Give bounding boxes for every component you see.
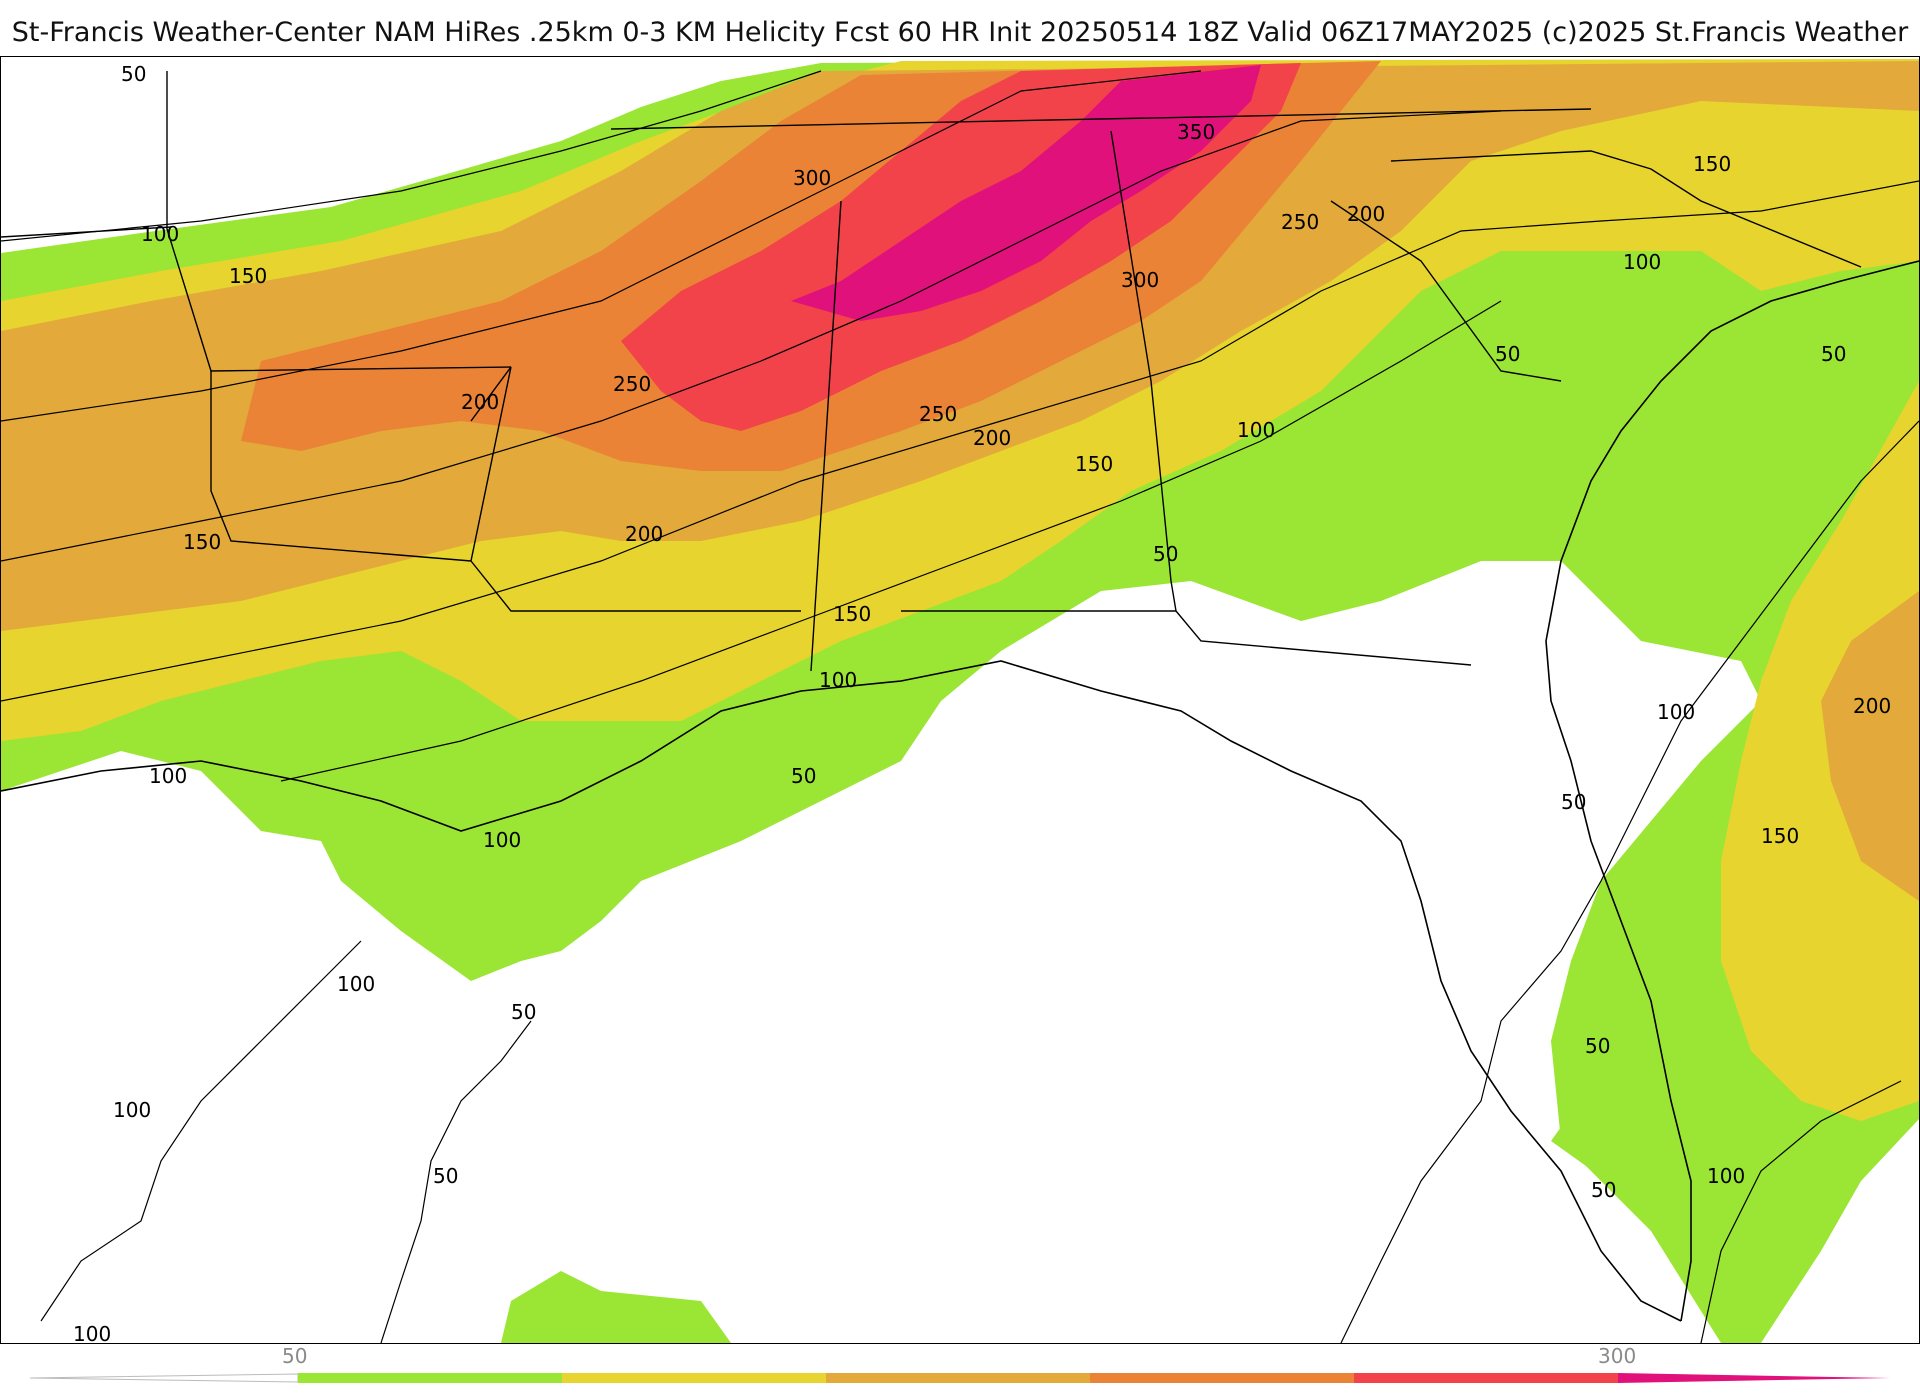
band-50-gulf-south bbox=[501, 1271, 731, 1343]
coastline bbox=[1, 260, 1919, 1322]
contour-label-layer: 50 100 150 200 250 300 350 300 250 200 1… bbox=[73, 62, 1891, 1343]
colorbar-segment-250 bbox=[1354, 1373, 1618, 1383]
contour-label: 100 bbox=[337, 972, 375, 996]
contour-label: 200 bbox=[625, 522, 663, 546]
contour-label: 150 bbox=[833, 602, 871, 626]
atlantic-coast bbox=[1545, 260, 1919, 1322]
colorbar-segment-50 bbox=[298, 1373, 562, 1383]
colorbar-bands bbox=[29, 1373, 1890, 1383]
helicity-map: 50 100 150 200 250 300 350 300 250 200 1… bbox=[0, 56, 1920, 1344]
contour-label: 50 bbox=[1153, 542, 1178, 566]
contour-label: 100 bbox=[1707, 1164, 1745, 1188]
border-ms-la bbox=[470, 366, 801, 612]
contour-label: 50 bbox=[1495, 342, 1520, 366]
colorbar-tick-300: 300 bbox=[1598, 1344, 1637, 1368]
band-300 bbox=[791, 65, 1261, 321]
contour-label: 150 bbox=[229, 264, 267, 288]
contour-label: 350 bbox=[1177, 120, 1215, 144]
colorbar-segment-300 bbox=[1618, 1373, 1890, 1383]
helicity-contours bbox=[1, 70, 1919, 1343]
contour-label: 100 bbox=[149, 764, 187, 788]
border-tn-north bbox=[610, 108, 1592, 130]
contour-label: 300 bbox=[1121, 268, 1159, 292]
contour-label: 250 bbox=[613, 372, 651, 396]
contour-label: 50 bbox=[791, 764, 816, 788]
band-50-fl bbox=[1551, 1061, 1701, 1191]
contour-label: 100 bbox=[113, 1098, 151, 1122]
contour-label: 100 bbox=[1237, 418, 1275, 442]
contour-label: 100 bbox=[1657, 700, 1695, 724]
border-ga-fl bbox=[1175, 610, 1472, 666]
contour-label: 150 bbox=[183, 530, 221, 554]
helicity-fill-layer bbox=[1, 59, 1919, 1343]
contour-label: 50 bbox=[511, 1000, 536, 1024]
border-ok-ar bbox=[166, 71, 512, 372]
band-150-atlantic bbox=[1821, 591, 1919, 901]
contour-label: 150 bbox=[1075, 452, 1113, 476]
state-borders bbox=[1, 71, 1862, 672]
contour-label: 50 bbox=[121, 62, 146, 86]
colorbar-segment-150 bbox=[826, 1373, 1090, 1383]
contour-label: 100 bbox=[141, 222, 179, 246]
contour-label: 50 bbox=[1821, 342, 1846, 366]
contour-label: 50 bbox=[1561, 790, 1586, 814]
contour-label: 50 bbox=[1585, 1034, 1610, 1058]
contour-label: 250 bbox=[1281, 210, 1319, 234]
contour-label: 100 bbox=[73, 1322, 111, 1343]
contour-label: 250 bbox=[919, 402, 957, 426]
contour-label: 200 bbox=[461, 390, 499, 414]
contour-label: 50 bbox=[433, 1164, 458, 1188]
contour-label: 200 bbox=[1853, 694, 1891, 718]
border-nc-sc bbox=[1390, 150, 1862, 268]
contour-label: 200 bbox=[1347, 202, 1385, 226]
contour-label: 300 bbox=[793, 166, 831, 190]
contour-label: 50 bbox=[1591, 1178, 1616, 1202]
contour-label: 100 bbox=[483, 828, 521, 852]
border-ga-sc bbox=[1330, 200, 1562, 382]
contour-label: 150 bbox=[1693, 152, 1731, 176]
colorbar-tick-50: 50 bbox=[282, 1344, 308, 1368]
border-ar-la bbox=[210, 371, 472, 562]
gulf-coast bbox=[1, 660, 1682, 1322]
colorbar-segment-100 bbox=[562, 1373, 826, 1383]
colorbar: 50 300 bbox=[0, 1342, 1920, 1400]
colorbar-segment-200 bbox=[1090, 1373, 1354, 1383]
colorbar-segment-lowest bbox=[29, 1373, 299, 1383]
contour-label: 100 bbox=[1623, 250, 1661, 274]
map-title: St-Francis Weather-Center NAM HiRes .25k… bbox=[11, 17, 1909, 48]
contour-label: 100 bbox=[819, 668, 857, 692]
contour-label: 200 bbox=[973, 426, 1011, 450]
border-al-ga bbox=[1110, 130, 1177, 612]
contour-label: 150 bbox=[1761, 824, 1799, 848]
band-100-atlantic bbox=[1721, 381, 1919, 1121]
border-ms-al bbox=[810, 200, 842, 672]
